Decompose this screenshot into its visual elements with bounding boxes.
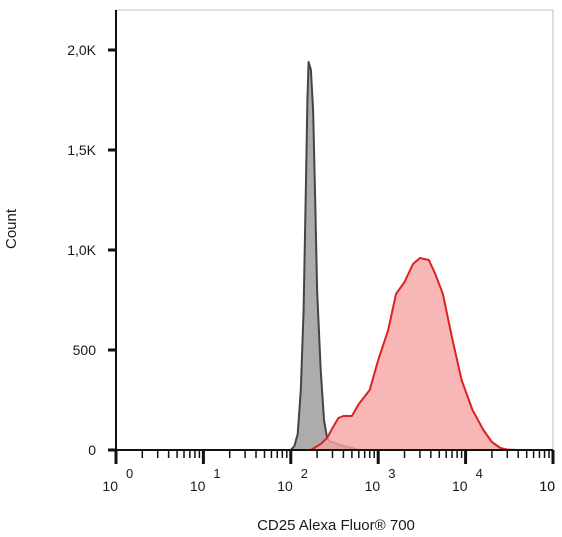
x-ticks: 100101102103104105106 xyxy=(102,450,555,494)
series-1-area xyxy=(290,62,359,450)
x-tick-label-exponent: 1 xyxy=(213,466,220,481)
y-tick-label: 0 xyxy=(88,442,96,458)
y-tick-label: 1,5K xyxy=(67,142,96,158)
series-2-outline xyxy=(290,257,519,451)
x-tick-label-base: 10 xyxy=(102,478,118,494)
y-ticks: 0 500 1,0K 1,5K 2,0K xyxy=(67,42,116,458)
x-tick-label-base: 10 xyxy=(190,478,206,494)
y-tick-label: 500 xyxy=(73,342,97,358)
plot-frame xyxy=(115,9,554,451)
x-tick-label-exponent: 4 xyxy=(476,466,483,481)
x-tick-label-base: 10 xyxy=(452,478,468,494)
x-axis-title: CD25 Alexa Fluor® 700 xyxy=(257,517,415,534)
series-2-area xyxy=(290,258,519,450)
series-layer xyxy=(290,61,519,451)
x-tick-label-base: 10 xyxy=(539,478,555,494)
x-tick-label-exponent: 2 xyxy=(301,466,308,481)
y-tick-label: 1,0K xyxy=(67,242,96,258)
x-tick-label-base: 10 xyxy=(539,478,555,494)
y-axis-title: Count xyxy=(3,208,20,249)
x-tick-label-exponent: 3 xyxy=(388,466,395,481)
y-tick-label: 2,0K xyxy=(67,42,96,58)
x-tick-label-exponent: 0 xyxy=(126,466,133,481)
x-tick-label-base: 10 xyxy=(365,478,381,494)
x-tick-label-base: 10 xyxy=(277,478,293,494)
